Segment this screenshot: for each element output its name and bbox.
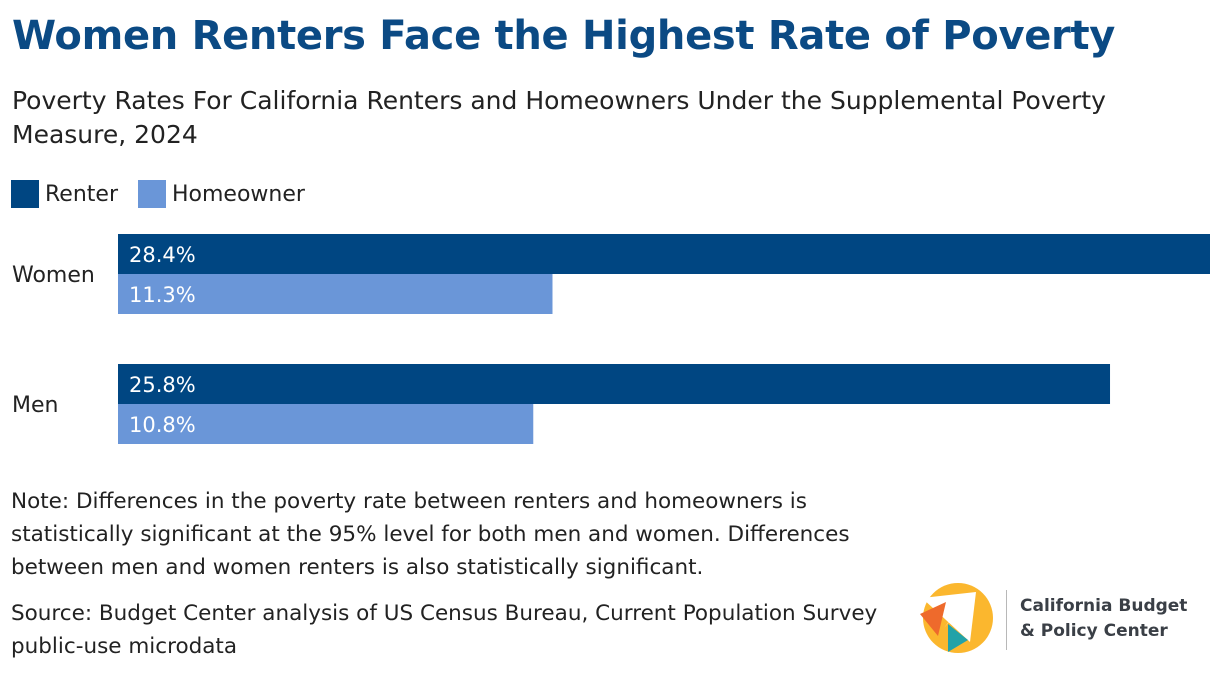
bar-homeowner-men [118,404,534,444]
bar-homeowner-women [118,274,553,314]
bar-renter-women [118,234,1210,274]
logo-text-line2: & Policy Center [1020,621,1168,641]
category-label-women: Women [12,263,95,288]
bar-label-homeowner-women: 11.3% [129,283,196,307]
legend-item-renter: Renter [11,180,118,208]
logo-mark-icon [920,583,993,653]
legend-swatch-homeowner [137,180,166,208]
logo-divider [1006,590,1007,650]
legend-item-homeowner: Homeowner [137,180,305,208]
chart-subtitle: Poverty Rates For California Renters and… [12,86,1106,149]
bar-renter-men [118,364,1111,404]
logo-text-line1: California Budget [1020,596,1188,616]
chart-note: Note: Differences in the poverty rate be… [11,489,850,580]
legend-label-homeowner: Homeowner [171,181,305,207]
bar-label-renter-women: 28.4% [129,243,196,267]
category-label-men: Men [12,393,58,418]
legend-swatch-renter [11,180,39,208]
chart-title: Women Renters Face the Highest Rate of P… [12,13,1116,59]
chart-source: Source: Budget Center analysis of US Cen… [11,601,878,659]
legend-label-renter: Renter [45,181,118,207]
org-logo: California Budget & Policy Center [918,580,1218,658]
legend: Renter Homeowner [11,178,325,210]
logo-text: California Budget & Policy Center [1020,594,1220,644]
bar-label-homeowner-men: 10.8% [129,413,196,437]
bar-label-renter-men: 25.8% [129,373,196,397]
bar-chart: Women 28.4% 11.3% Men 25.8% 10.8% [12,234,1210,444]
